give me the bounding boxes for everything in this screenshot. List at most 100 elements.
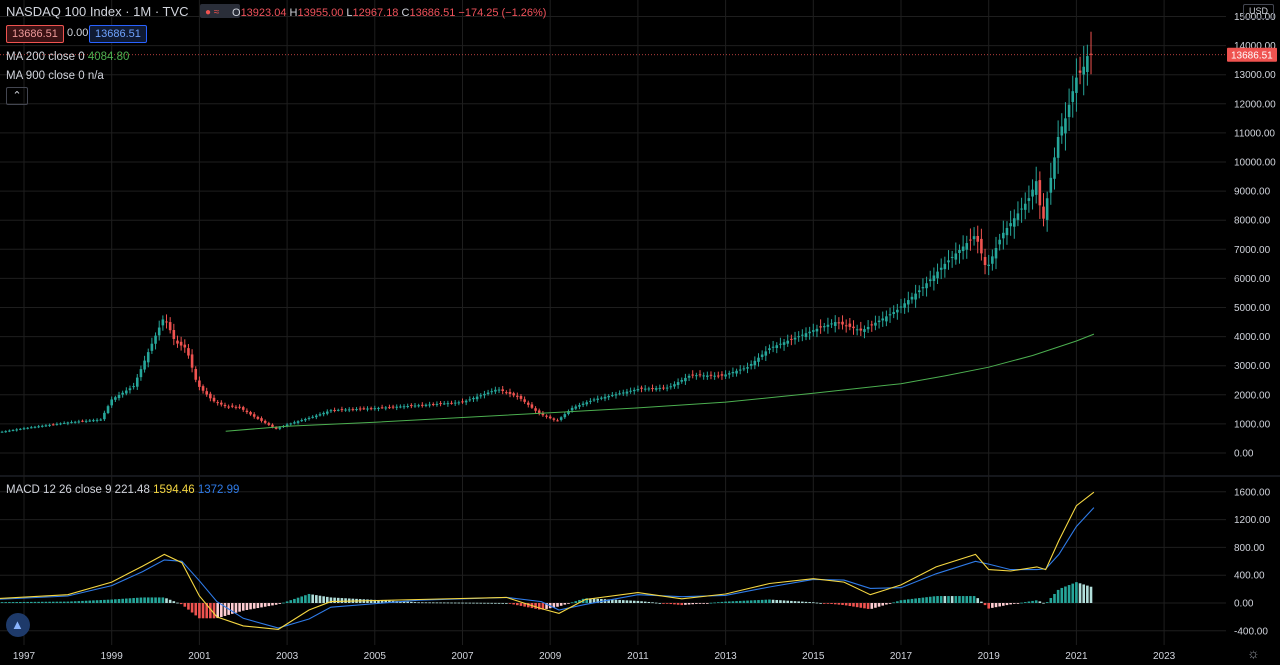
macd-histogram-bar — [749, 600, 753, 603]
macd-histogram-bar — [863, 603, 866, 609]
collapse-legend-button[interactable]: ⌃ — [6, 87, 28, 105]
candle-body — [516, 395, 519, 397]
candle-body — [519, 395, 523, 399]
macd-axis-tick: -400.00 — [1234, 626, 1268, 637]
buy-price-button[interactable]: 13686.51 — [89, 25, 147, 43]
time-axis-tick: 2015 — [802, 651, 825, 662]
macd-histogram-bar — [497, 602, 501, 604]
candle-body — [344, 409, 347, 411]
candle-body — [870, 324, 874, 326]
macd-histogram-bar — [150, 597, 154, 603]
macd-histogram-bar — [720, 601, 724, 603]
macd-histogram-bar — [976, 598, 980, 603]
price-axis-tick: 5000.00 — [1234, 303, 1271, 314]
macd-histogram-bar — [855, 603, 859, 608]
macd-histogram-bar — [1082, 584, 1086, 603]
macd-histogram-bar — [1020, 602, 1023, 604]
candle-body — [662, 387, 665, 389]
candle-body — [44, 425, 48, 427]
symbol-title[interactable]: NASDAQ 100 Index · 1M · TVC — [6, 4, 189, 19]
compare-toggle[interactable]: ● ≈ — [200, 4, 240, 18]
macd-histogram-bar — [260, 603, 263, 608]
candle-body — [907, 300, 910, 305]
macd-histogram-bar — [194, 603, 198, 616]
candle-body — [468, 399, 472, 401]
time-axis-tick: 2011 — [627, 651, 649, 662]
candle-body — [139, 369, 143, 378]
candle-body — [917, 290, 921, 293]
candle-body — [727, 373, 731, 375]
macd-histogram-bar — [168, 599, 172, 603]
ma900-legend[interactable]: MA 900 close 0 n/a — [6, 70, 104, 82]
candle-body — [779, 343, 782, 345]
macd-histogram-bar — [983, 603, 987, 606]
macd-hist-value: 221.48 — [114, 484, 150, 496]
macd-histogram-bar — [881, 603, 885, 606]
macd-histogram-bar — [128, 598, 132, 603]
candle-body — [373, 408, 377, 410]
candle-body — [19, 428, 22, 430]
macd-axis-tick: 800.00 — [1234, 543, 1265, 554]
candle-body — [70, 422, 73, 424]
candle-body — [479, 395, 483, 397]
macd-histogram-bar — [146, 597, 150, 603]
settings-gear-icon[interactable]: ☼ — [1247, 645, 1260, 661]
macd-histogram-bar — [88, 600, 92, 603]
tradingview-logo[interactable]: ▲ — [6, 613, 30, 637]
macd-histogram-bar — [77, 601, 81, 603]
candle-body — [534, 408, 537, 411]
candle-body — [1031, 189, 1034, 197]
candle-body — [545, 415, 548, 417]
candle-body — [654, 388, 658, 390]
candle-body — [570, 407, 574, 411]
macd-histogram-bar — [545, 603, 548, 609]
candle-body — [983, 257, 987, 266]
macd-histogram-bar — [669, 603, 673, 605]
macd-histogram-bar — [201, 603, 205, 619]
macd-legend[interactable]: MACD 12 26 close 9 221.48 1594.46 1372.9… — [6, 484, 239, 496]
sell-price-button[interactable]: 13686.51 — [6, 25, 64, 43]
candle-body — [62, 422, 66, 424]
macd-histogram-bar — [263, 603, 267, 607]
macd-label: MACD 12 26 close 9 — [6, 484, 112, 496]
macd-histogram-bar — [910, 598, 914, 603]
macd-histogram-bar — [238, 603, 241, 612]
currency-button[interactable]: USD — [1243, 4, 1275, 19]
candle-body — [223, 404, 227, 407]
candle-body — [709, 374, 713, 376]
macd-histogram-bar — [8, 602, 11, 603]
candle-body — [15, 429, 18, 431]
candle-body — [209, 393, 212, 399]
candle-body — [965, 243, 969, 250]
candle-body — [972, 236, 976, 240]
ma200-legend[interactable]: MA 200 close 0 4084.80 — [6, 51, 129, 63]
macd-histogram-bar — [972, 596, 976, 603]
macd-histogram-bar — [812, 602, 815, 604]
macd-histogram-bar — [33, 601, 37, 603]
candle-body — [958, 249, 961, 253]
macd-histogram-bar — [143, 597, 146, 603]
time-axis-tick: 2023 — [1153, 651, 1176, 662]
macd-histogram-bar — [435, 602, 439, 604]
macd-histogram-bar — [611, 599, 614, 603]
macd-histogram-bar — [55, 601, 59, 603]
candle-body — [84, 420, 88, 422]
macd-histogram-bar — [727, 601, 731, 603]
time-axis-tick: 1997 — [13, 651, 36, 662]
candle-body — [220, 402, 223, 405]
candle-body — [333, 409, 336, 411]
candle-body — [746, 367, 749, 369]
macd-axis-tick: 1200.00 — [1234, 515, 1271, 526]
candle-body — [271, 424, 274, 427]
macd-histogram-bar — [764, 599, 768, 603]
candle-body — [921, 287, 925, 289]
macd-histogram-bar — [183, 603, 187, 607]
candle-body — [464, 400, 468, 403]
candle-body — [731, 372, 735, 374]
candle-body — [757, 357, 760, 362]
macd-histogram-bar — [234, 603, 238, 613]
macd-histogram-bar — [11, 602, 15, 603]
macd-histogram-bar — [950, 596, 954, 603]
macd-histogram-bar — [187, 603, 190, 610]
